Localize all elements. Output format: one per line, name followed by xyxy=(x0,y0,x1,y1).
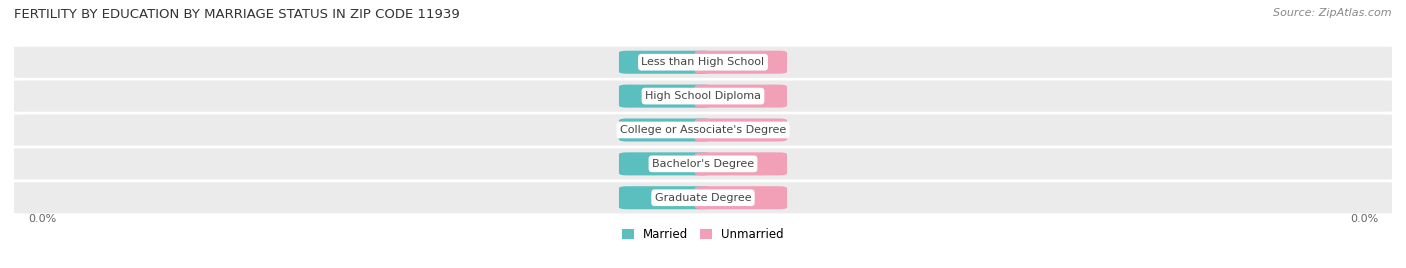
FancyBboxPatch shape xyxy=(619,186,711,209)
Text: 0.0%: 0.0% xyxy=(651,91,679,101)
FancyBboxPatch shape xyxy=(619,152,711,175)
FancyBboxPatch shape xyxy=(695,186,787,209)
FancyBboxPatch shape xyxy=(619,51,711,74)
FancyBboxPatch shape xyxy=(4,148,1402,180)
Text: 0.0%: 0.0% xyxy=(28,214,56,224)
FancyBboxPatch shape xyxy=(619,85,711,108)
FancyBboxPatch shape xyxy=(4,47,1402,78)
Text: 0.0%: 0.0% xyxy=(727,57,755,67)
Text: 0.0%: 0.0% xyxy=(1350,214,1378,224)
Text: Less than High School: Less than High School xyxy=(641,57,765,67)
Text: 0.0%: 0.0% xyxy=(651,57,679,67)
FancyBboxPatch shape xyxy=(695,118,787,142)
Text: 0.0%: 0.0% xyxy=(727,159,755,169)
FancyBboxPatch shape xyxy=(4,182,1402,213)
Text: Graduate Degree: Graduate Degree xyxy=(655,193,751,203)
FancyBboxPatch shape xyxy=(695,85,787,108)
Text: 0.0%: 0.0% xyxy=(651,193,679,203)
Legend: Married, Unmarried: Married, Unmarried xyxy=(617,224,789,246)
Text: Bachelor's Degree: Bachelor's Degree xyxy=(652,159,754,169)
Text: 0.0%: 0.0% xyxy=(651,125,679,135)
Text: 0.0%: 0.0% xyxy=(651,159,679,169)
FancyBboxPatch shape xyxy=(695,152,787,175)
Text: 0.0%: 0.0% xyxy=(727,193,755,203)
FancyBboxPatch shape xyxy=(4,80,1402,112)
Text: FERTILITY BY EDUCATION BY MARRIAGE STATUS IN ZIP CODE 11939: FERTILITY BY EDUCATION BY MARRIAGE STATU… xyxy=(14,8,460,21)
Text: Source: ZipAtlas.com: Source: ZipAtlas.com xyxy=(1274,8,1392,18)
Text: 0.0%: 0.0% xyxy=(727,125,755,135)
Text: 0.0%: 0.0% xyxy=(727,91,755,101)
Text: College or Associate's Degree: College or Associate's Degree xyxy=(620,125,786,135)
Text: High School Diploma: High School Diploma xyxy=(645,91,761,101)
FancyBboxPatch shape xyxy=(619,118,711,142)
FancyBboxPatch shape xyxy=(695,51,787,74)
FancyBboxPatch shape xyxy=(4,114,1402,146)
